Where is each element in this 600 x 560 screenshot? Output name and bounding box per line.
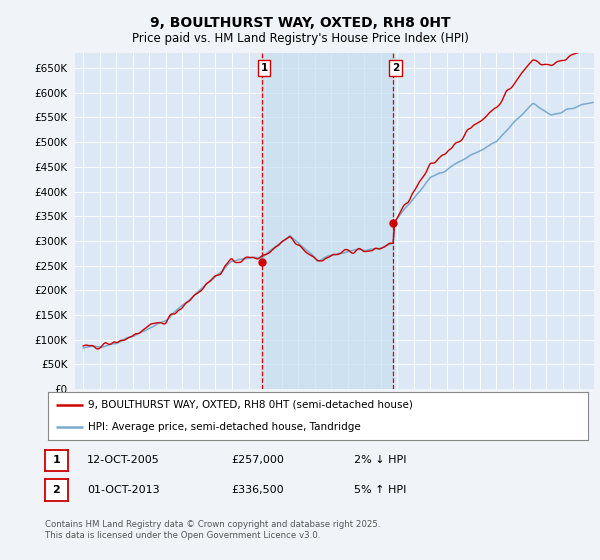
Text: Contains HM Land Registry data © Crown copyright and database right 2025.
This d: Contains HM Land Registry data © Crown c…	[45, 520, 380, 540]
Text: 2% ↓ HPI: 2% ↓ HPI	[354, 455, 407, 465]
Text: 2: 2	[392, 63, 399, 73]
Text: 12-OCT-2005: 12-OCT-2005	[87, 455, 160, 465]
Text: 1: 1	[53, 455, 60, 465]
Text: 9, BOULTHURST WAY, OXTED, RH8 0HT: 9, BOULTHURST WAY, OXTED, RH8 0HT	[149, 16, 451, 30]
Text: £257,000: £257,000	[231, 455, 284, 465]
Text: 5% ↑ HPI: 5% ↑ HPI	[354, 485, 406, 495]
Text: Price paid vs. HM Land Registry's House Price Index (HPI): Price paid vs. HM Land Registry's House …	[131, 32, 469, 45]
Text: 9, BOULTHURST WAY, OXTED, RH8 0HT (semi-detached house): 9, BOULTHURST WAY, OXTED, RH8 0HT (semi-…	[89, 400, 413, 410]
Bar	[262, 53, 393, 389]
Text: 01-OCT-2013: 01-OCT-2013	[87, 485, 160, 495]
Text: HPI: Average price, semi-detached house, Tandridge: HPI: Average price, semi-detached house,…	[89, 422, 361, 432]
Text: 1: 1	[260, 63, 268, 73]
Text: £336,500: £336,500	[231, 485, 284, 495]
Text: 2: 2	[53, 485, 60, 495]
